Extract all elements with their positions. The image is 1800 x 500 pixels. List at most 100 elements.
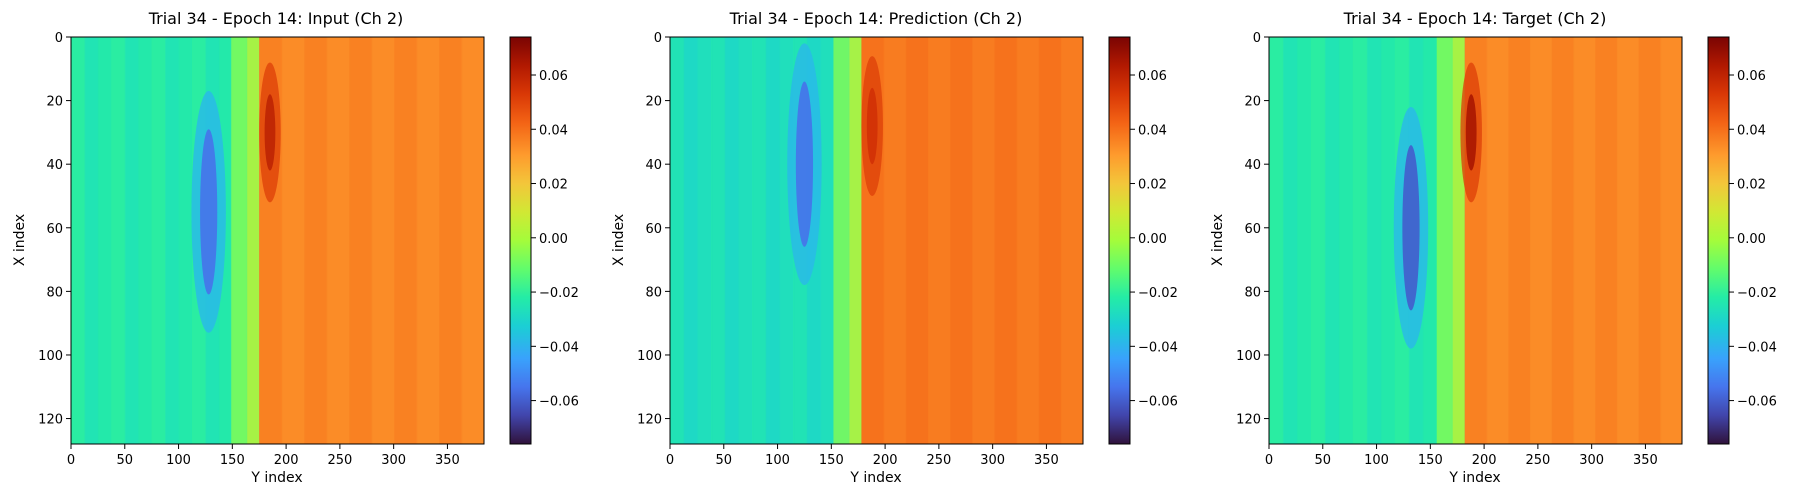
heatmap-prediction (670, 37, 1083, 444)
field-streak (371, 37, 396, 444)
high-feature-core (1465, 94, 1477, 171)
low-feature-core (795, 81, 814, 247)
colorbar-tick-label: −0.06 (539, 395, 579, 410)
colorbar-tick-label: 0.06 (1138, 69, 1167, 84)
field-streak (416, 37, 441, 444)
heatmap-input (71, 37, 484, 444)
colorbar-tick-label: −0.02 (539, 286, 579, 301)
field-streak (1573, 37, 1597, 444)
field-streak (461, 37, 484, 444)
y-tick-label: 20 (1244, 95, 1261, 110)
field-streak (994, 37, 1018, 444)
y-tick-label: 120 (637, 413, 662, 428)
panel-title: Trial 34 - Epoch 14: Prediction (Ch 2) (729, 9, 1023, 28)
field-streak (738, 37, 754, 444)
y-tick-label: 40 (645, 158, 662, 173)
x-axis-label: Y index (849, 470, 901, 486)
x-tick-label: 250 (1525, 453, 1550, 468)
heatmap-target (1269, 37, 1682, 444)
field-streak (124, 37, 140, 444)
colorbar-tick-label: −0.02 (1138, 286, 1178, 301)
field-streak (905, 37, 929, 444)
colorbar-tick-label: 0.04 (539, 123, 568, 138)
y-axis-label: X index (611, 214, 627, 266)
field-streak (724, 37, 740, 444)
y-axis-label: X index (1210, 214, 1226, 266)
y-tick-label: 60 (1244, 222, 1261, 237)
y-tick-label: 20 (46, 95, 63, 110)
field-streak (138, 37, 153, 444)
colorbar-tick-label: 0.06 (539, 69, 568, 84)
field-streak (1660, 37, 1682, 444)
y-tick-label: 60 (46, 222, 63, 237)
x-tick-label: 150 (1418, 453, 1443, 468)
x-tick-label: 150 (819, 453, 844, 468)
x-tick-label: 150 (220, 453, 245, 468)
field-streak (711, 37, 726, 444)
x-tick-label: 100 (1364, 453, 1389, 468)
field-streak (304, 37, 328, 444)
field-streak (1366, 37, 1382, 444)
field-streak (84, 37, 99, 444)
colorbar-tick-label: 0.00 (1737, 232, 1766, 247)
y-tick-label: 60 (645, 222, 662, 237)
colorbar-tick-label: 0.02 (1138, 178, 1167, 193)
x-tick-label: 350 (1034, 453, 1059, 468)
x-tick-label: 350 (435, 453, 460, 468)
field-streak (1269, 37, 1284, 444)
transition-band (849, 37, 862, 444)
y-tick-label: 40 (46, 158, 63, 173)
panel-input: Trial 34 - Epoch 14: Input (Ch 2) 0 50 100… (12, 9, 579, 486)
y-tick-label: 100 (637, 349, 662, 364)
field-streak (1016, 37, 1040, 444)
field-streak (765, 37, 781, 444)
x-tick-label: 0 (666, 453, 674, 468)
y-axis-label: X index (12, 214, 28, 266)
colorbar-tick-label: 0.00 (1138, 232, 1167, 247)
field-streak (111, 37, 126, 444)
field-streak (97, 37, 113, 444)
colorbar-tick-label: −0.04 (1138, 340, 1178, 355)
y-tick-label: 100 (38, 349, 63, 364)
field-streak (697, 37, 713, 444)
x-tick-label: 300 (381, 453, 406, 468)
low-feature-core (1402, 145, 1420, 311)
colorbar-tick-label: −0.04 (1737, 340, 1777, 355)
field-streak (820, 37, 836, 444)
transition-band (247, 37, 260, 444)
y-tick-label: 40 (1244, 158, 1261, 173)
low-feature-core (200, 129, 218, 295)
colorbar-tick-label: 0.02 (539, 178, 568, 193)
field-streak (394, 37, 418, 444)
field-streak (1338, 37, 1354, 444)
field-streak (1324, 37, 1340, 444)
x-tick-label: 300 (1579, 453, 1604, 468)
colorbar (1707, 36, 1730, 445)
x-tick-label: 250 (926, 453, 951, 468)
y-tick-label: 80 (46, 285, 63, 300)
y-tick-label: 0 (1253, 31, 1261, 46)
field-streak (670, 37, 685, 444)
x-tick-label: 350 (1633, 453, 1658, 468)
colorbar (1108, 36, 1131, 445)
field-streak (1310, 37, 1326, 444)
x-axis-label: Y index (1448, 470, 1500, 486)
colorbar-tick-label: 0.06 (1737, 69, 1766, 84)
y-tick-label: 120 (1236, 413, 1261, 428)
field-streak (972, 37, 996, 444)
y-tick-label: 0 (55, 31, 63, 46)
x-tick-label: 0 (67, 453, 75, 468)
x-tick-label: 100 (765, 453, 790, 468)
panel-title: Trial 34 - Epoch 14: Input (Ch 2) (148, 9, 404, 28)
x-tick-label: 300 (980, 453, 1005, 468)
x-tick-label: 200 (274, 453, 299, 468)
y-tick-label: 20 (645, 95, 662, 110)
field-streak (151, 37, 167, 444)
field-streak (439, 37, 463, 444)
field-streak (1060, 37, 1083, 444)
field-streak (1486, 37, 1510, 444)
high-feature-core (264, 94, 276, 171)
field-streak (752, 37, 767, 444)
y-tick-label: 100 (1236, 349, 1261, 364)
